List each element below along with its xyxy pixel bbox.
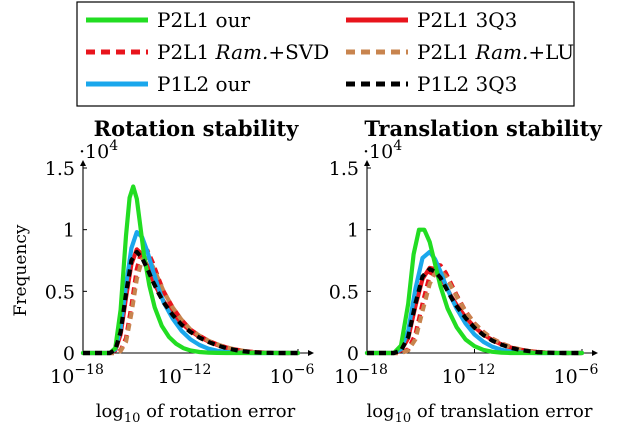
legend-label-p1l2-our: P1L2 our [157,72,250,96]
x-tick-label: 10−6 [270,362,315,388]
series-line-p2l1-ram-lu [367,269,582,356]
x-tick-label-exp: −6 [578,362,599,378]
x-tick-label-exp: −18 [358,362,388,378]
y-multiplier: ·104 [79,138,118,163]
series-line-p1l2-3q3 [367,267,582,356]
legend-label-p2l1-3q3: P2L1 3Q3 [417,8,517,32]
x-tick-label: 10−18 [50,362,104,388]
x-axis-label: log10 of translation error [367,401,593,426]
x-tick-label: 10−12 [442,362,496,388]
series-line-p2l1-our [364,227,585,356]
y-tick-label: 1.5 [45,158,75,180]
series-line-p1l2-our [364,249,585,356]
series-line-p2l1-ram-svd [367,262,582,356]
x-tick-label-base: 10 [50,366,74,388]
y-tick-label: 0.5 [45,281,75,303]
y-multiplier-exp: 4 [109,138,118,154]
x-tick-label-exp: −12 [182,362,212,378]
y-multiplier: ·104 [363,138,402,163]
legend-label-italic: Ram. [215,40,269,64]
y-multiplier-base: ·10 [79,141,109,163]
y-tick-label: 0.5 [329,281,359,303]
x-axis-label-sub: 10 [395,411,412,426]
x-tick-label-base: 10 [270,366,294,388]
x-axis-label-rest: of translation error [411,401,593,422]
legend-label-suffix: +SVD [268,40,329,64]
x-tick-label-exp: −12 [466,362,496,378]
legend-label-italic: Ram. [475,40,529,64]
y-axis-label: Frequency [11,224,31,316]
x-tick-label-base: 10 [554,366,578,388]
legend-label-suffix: +LU [528,40,574,64]
x-axis-label-base: log [96,401,124,422]
chart-title: Translation stability [364,116,602,141]
y-tick-label: 1 [63,220,75,242]
x-tick-label: 10−12 [158,362,212,388]
x-tick-label-base: 10 [334,366,358,388]
legend-box [76,1,575,107]
y-tick-label: 1.5 [329,158,359,180]
x-tick-label-exp: −18 [74,362,104,378]
y-tick-label: 1 [347,220,359,242]
x-tick-label: 10−6 [554,362,599,388]
legend-label-p2l1-ram-lu: P2L1 Ram.+LU [417,40,574,64]
x-axis-label-base: log [367,401,395,422]
legend-label-p2l1-our: P2L1 our [157,8,250,32]
x-axis-arrow [592,350,598,356]
y-tick-label: 0 [63,343,75,365]
series-line-p2l1-our [80,184,301,356]
y-multiplier-base: ·10 [363,141,393,163]
y-axis-arrow [364,160,370,166]
legend-label-prefix: P2L1 [157,40,216,64]
x-tick-label-base: 10 [442,366,466,388]
series-line-p2l1-3q3 [364,265,585,356]
y-tick-label: 0 [347,343,359,365]
x-axis-arrow [308,350,314,356]
legend-label-prefix: P2L1 [417,40,476,64]
x-axis-label-rest: of rotation error [140,401,295,422]
chart-title: Rotation stability [94,116,299,141]
x-tick-label-base: 10 [158,366,182,388]
x-axis-label-sub: 10 [124,411,141,426]
x-axis-label: log10 of rotation error [96,401,296,426]
x-tick-label: 10−18 [334,362,388,388]
x-tick-label-exp: −6 [294,362,315,378]
legend-label-p2l1-ram-svd: P2L1 Ram.+SVD [157,40,329,64]
y-multiplier-exp: 4 [393,138,402,154]
legend-label-p1l2-3q3: P1L2 3Q3 [417,72,517,96]
y-axis-arrow [80,160,86,166]
legend: P2L1 our P2L1 3Q3 P2L1 Ram.+SVD P2L1 Ram… [76,1,575,107]
